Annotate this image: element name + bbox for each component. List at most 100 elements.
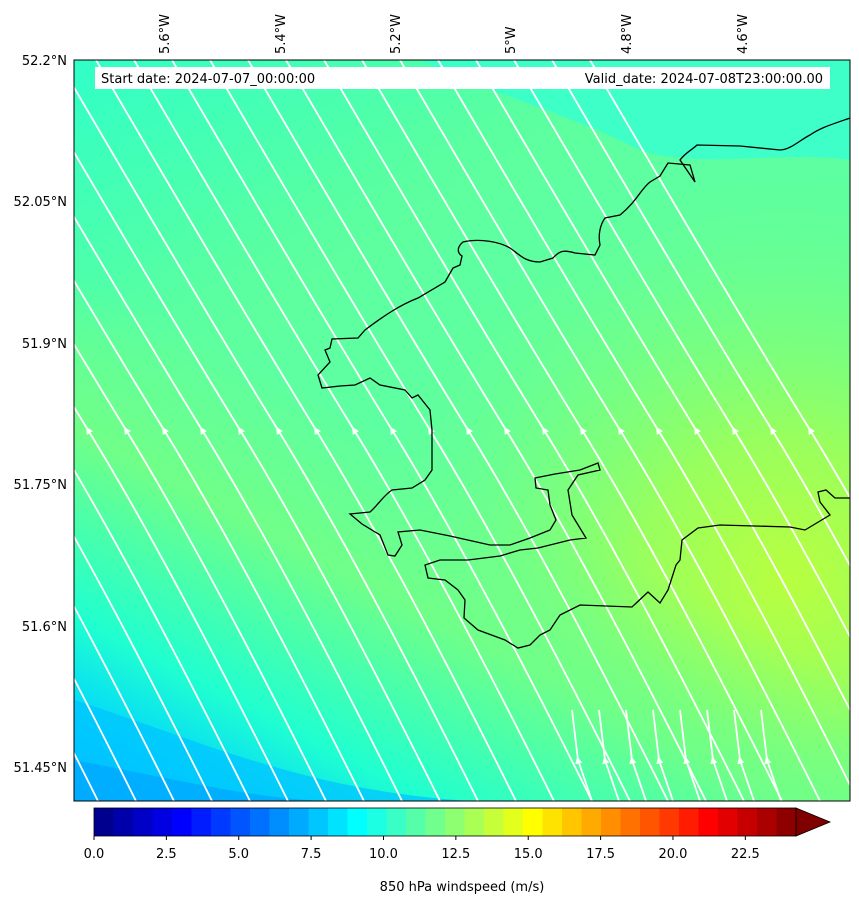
colorbar-segment (523, 808, 544, 836)
colorbar-segment (640, 808, 661, 836)
colorbar-tick-label: 22.5 (731, 847, 760, 862)
streamline (706, 709, 728, 801)
streamline (0, 60, 60, 801)
colorbar-extend-arrow (795, 807, 832, 837)
colorbar-segment (269, 808, 290, 836)
coastline-north (317, 117, 850, 649)
colorbar-segment (484, 808, 505, 836)
streamline (171, 60, 593, 801)
lon-tick-label: 4.6°W (736, 14, 751, 54)
coastline (317, 117, 850, 649)
lon-tick-label: 5.2°W (389, 14, 404, 54)
lat-tick-label: 51.75°N (14, 478, 67, 493)
longitude-ticks: 5.6°W 5.4°W 5.2°W 5°W 4.8°W 4.6°W (158, 14, 751, 54)
colorbar-segment (289, 808, 310, 836)
colorbar-segment (445, 808, 466, 836)
lon-tick-label: 5.6°W (158, 14, 173, 54)
streamline (679, 709, 701, 801)
streamline (74, 150, 441, 801)
streamline (74, 342, 327, 801)
colorbar-segment (230, 808, 251, 836)
streamline (733, 709, 755, 801)
colorbar-segment (503, 808, 524, 836)
colorbar-tick-label: 2.5 (156, 847, 177, 862)
colorbar-segment (94, 808, 115, 836)
lon-tick-label: 4.8°W (620, 14, 635, 54)
colorbar-tick-label: 7.5 (301, 847, 322, 862)
colorbar-segment (308, 808, 329, 836)
streamline (74, 468, 251, 801)
colorbar-tick-label: 15.0 (514, 847, 543, 862)
streamline (74, 604, 175, 801)
streamline (625, 709, 647, 801)
colorbar-segment (718, 808, 739, 836)
colorbar-frame (93, 807, 797, 837)
colorbar-segment (464, 808, 485, 836)
streamline (74, 534, 213, 801)
streamline (571, 709, 593, 801)
colorbar-label: 850 hPa windspeed (m/s) (380, 880, 545, 895)
map-frame (73, 59, 851, 802)
streamline (74, 215, 403, 801)
colorbar-segment (250, 808, 271, 836)
colorbar-segment (737, 808, 758, 836)
streamline (760, 709, 782, 801)
colorbar-segment (113, 808, 134, 836)
colorbar-tick-label: 10.0 (369, 847, 398, 862)
colorbar-segment (757, 808, 778, 836)
streamline (437, 60, 850, 787)
lat-tick-label: 51.6°N (22, 620, 67, 635)
colorbar-segment (601, 808, 622, 836)
colorbar-tick-label: 17.5 (586, 847, 615, 862)
streamline (598, 709, 620, 801)
colorbar (94, 808, 797, 836)
streamline (652, 709, 674, 801)
colorbar-segment (620, 808, 641, 836)
colorbar-segment (367, 808, 388, 836)
colorbar-segment (172, 808, 193, 836)
lat-tick-label: 52.2°N (22, 54, 67, 69)
streamline (95, 60, 517, 801)
lat-tick-label: 51.45°N (14, 761, 67, 776)
colorbar-segment (581, 808, 602, 836)
streamline (551, 60, 850, 568)
colorbar-segment (425, 808, 446, 836)
colorbar-segment (698, 808, 719, 836)
colorbar-tick-label: 12.5 (441, 847, 470, 862)
wind-streamlines (0, 60, 850, 801)
lon-tick-label: 5.4°W (274, 14, 289, 54)
streamline (323, 60, 745, 801)
streamline (74, 279, 365, 801)
streamline (74, 405, 289, 801)
streamline (285, 60, 707, 801)
streamline (133, 60, 555, 801)
streamline (247, 60, 669, 801)
colorbar-segment (328, 808, 349, 836)
streamline (475, 60, 850, 712)
colorbar-segment (386, 808, 407, 836)
lon-tick-label: 5°W (504, 26, 519, 54)
streamline (0, 60, 22, 801)
colorbar-segment (211, 808, 232, 836)
colorbar-segment (776, 808, 797, 836)
colorbar-segment (406, 808, 427, 836)
lat-tick-label: 52.05°N (14, 195, 67, 210)
colorbar-segment (659, 808, 680, 836)
colorbar-segment (152, 808, 173, 836)
streamline (513, 60, 850, 639)
colorbar-segment (562, 808, 583, 836)
colorbar-tick-label: 0.0 (84, 847, 105, 862)
colorbar-segment (133, 808, 154, 836)
colorbar-tick-label: 5.0 (228, 847, 249, 862)
streamline (361, 60, 783, 801)
streamline (399, 60, 821, 801)
streamline (589, 60, 850, 500)
header-box (95, 67, 830, 89)
colorbar-segment (191, 808, 212, 836)
streamline (209, 60, 631, 801)
lat-tick-label: 51.9°N (22, 337, 67, 352)
colorbar-tick-label: 20.0 (658, 847, 687, 862)
colorbar-segment (679, 808, 700, 836)
latitude-ticks: 52.2°N 52.05°N 51.9°N 51.75°N 51.6°N 51.… (14, 54, 67, 776)
